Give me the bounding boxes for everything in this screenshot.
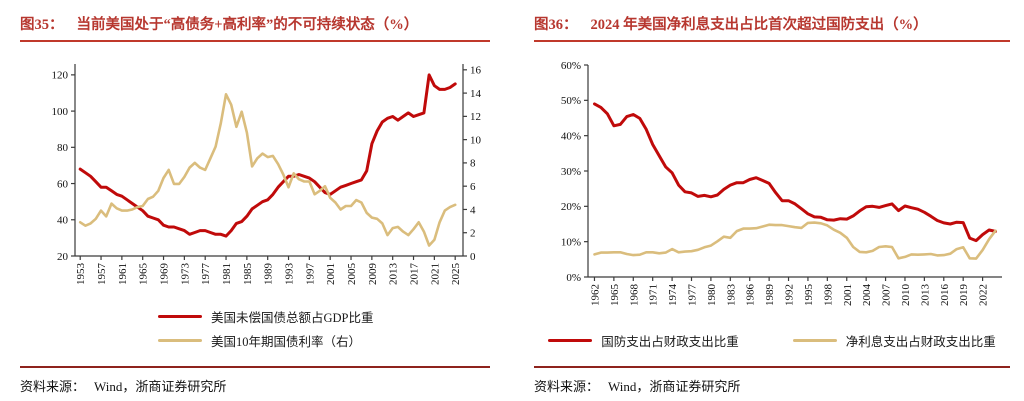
tan-line-swatch	[792, 339, 837, 342]
x-tick-label: 2022	[978, 284, 990, 306]
x-tick-label: 1980	[706, 284, 718, 307]
figure-35-source-row: 资料来源： Wind，浙商证券研究所	[20, 366, 490, 395]
red-line-swatch	[548, 339, 593, 342]
y-right-tick-label: 10	[470, 134, 482, 146]
x-tick-label: 1997	[304, 263, 316, 286]
figure-36-title: 图36： 2024 年美国净利息支出占比首次超过国防支出（%）	[534, 14, 1010, 42]
y-right-tick-label: 14	[470, 88, 482, 100]
x-tick-label: 2017	[409, 263, 421, 286]
x-tick-label: 2016	[939, 284, 951, 307]
x-tick-label: 2025	[450, 263, 462, 286]
figure-35-number: 图35：	[20, 17, 64, 33]
source-text: Wind，浙商证券研究所	[94, 379, 227, 394]
x-tick-label: 2004	[861, 284, 873, 307]
x-tick-label: 2013	[388, 263, 400, 286]
legend-item-10y-rate: 美国10年期国债利率（右）	[158, 330, 374, 351]
x-tick-label: 1974	[667, 284, 679, 307]
legend-item-net-interest: 净利息支出占财政支出比重	[792, 330, 996, 351]
y-left-tick-label: 0%	[566, 272, 581, 284]
x-tick-label: 1983	[725, 284, 737, 307]
red-line-swatch	[158, 315, 202, 318]
y-left-tick-label: 30%	[561, 166, 581, 178]
legend-item-defense: 国防支出占财政支出比重	[548, 330, 739, 351]
y-right-tick-label: 8	[470, 158, 476, 170]
x-tick-label: 1965	[609, 284, 621, 307]
tan-line-swatch	[158, 339, 202, 342]
legend-item-debt-gdp: 美国未偿国债总额占GDP比重	[158, 306, 374, 327]
x-tick-label: 1992	[784, 284, 796, 306]
x-tick-label: 1998	[822, 284, 834, 307]
x-tick-label: 1977	[687, 284, 699, 307]
figure-35-title-text: 当前美国处于“高债务+高利率”的不可持续状态（%）	[76, 17, 419, 33]
x-tick-label: 1995	[803, 284, 815, 307]
y-left-tick-label: 60	[57, 178, 69, 190]
x-tick-label: 1973	[179, 263, 191, 286]
figure-36-title-text: 2024 年美国净利息支出占比首次超过国防支出（%）	[590, 17, 928, 33]
y-right-tick-label: 12	[470, 111, 481, 123]
x-tick-label: 1961	[117, 263, 129, 285]
series-line-1	[593, 221, 997, 260]
legend-label-net-interest: 净利息支出占财政支出比重	[845, 335, 996, 349]
x-tick-label: 1986	[745, 284, 757, 307]
legend-label-defense: 国防支出占财政支出比重	[601, 335, 739, 349]
x-tick-label: 1977	[200, 263, 212, 286]
y-left-tick-label: 100	[52, 106, 69, 118]
y-left-tick-label: 60%	[561, 60, 581, 72]
figure-35-title: 图35： 当前美国处于“高债务+高利率”的不可持续状态（%）	[20, 14, 490, 42]
source-text: Wind，浙商证券研究所	[608, 379, 741, 394]
y-right-tick-label: 4	[470, 204, 476, 216]
x-tick-label: 1981	[221, 263, 233, 285]
x-tick-label: 2001	[325, 263, 337, 285]
x-tick-label: 1969	[159, 263, 171, 286]
figure-36-legend: 国防支出占财政支出比重 净利息支出占财政支出比重	[534, 330, 1010, 351]
y-right-tick-label: 2	[470, 228, 476, 240]
y-left-tick-label: 40	[57, 215, 69, 227]
series-line-0	[78, 73, 457, 238]
y-left-tick-label: 50%	[561, 95, 581, 107]
legend-label-10y-rate: 美国10年期国债利率（右）	[211, 335, 362, 349]
x-tick-label: 2001	[842, 284, 854, 306]
x-tick-label: 2019	[958, 284, 970, 307]
y-left-tick-label: 20%	[561, 201, 581, 213]
debt-and-rate-line-chart: 20 40 60 80 100 120 0 2 4 6 8 10 12 14 16 1953 1957 1961 1…	[52, 64, 482, 286]
series-line-1	[78, 92, 457, 247]
y-left-tick-label: 20	[57, 251, 69, 263]
y-left-tick-label: 80	[57, 142, 69, 154]
x-tick-label: 2009	[367, 263, 379, 286]
x-tick-label: 1993	[284, 263, 296, 286]
y-left-tick-label: 10%	[561, 236, 581, 248]
x-tick-label: 2010	[900, 284, 912, 307]
y-left-tick-label: 120	[52, 70, 69, 82]
y-right-tick-label: 16	[470, 65, 482, 77]
x-tick-label: 1971	[648, 284, 660, 306]
y-right-tick-label: 6	[470, 181, 476, 193]
x-tick-label: 2021	[429, 263, 441, 285]
x-tick-label: 1989	[263, 263, 275, 286]
figure-35-legend: 美国未偿国债总额占GDP比重 美国10年期国债利率（右）	[158, 306, 374, 351]
y-right-tick-label: 0	[470, 251, 476, 263]
x-tick-label: 1989	[764, 284, 776, 307]
legend-label-debt-gdp: 美国未偿国债总额占GDP比重	[211, 311, 374, 325]
x-tick-label: 2005	[346, 263, 358, 286]
figure-36-number: 图36：	[534, 17, 578, 33]
x-tick-label: 2007	[881, 284, 893, 307]
x-tick-label: 1968	[628, 284, 640, 307]
source-label: 资料来源：	[20, 379, 86, 394]
x-tick-label: 1953	[75, 263, 87, 286]
x-tick-label: 1962	[589, 284, 601, 306]
x-tick-label: 2013	[919, 284, 931, 307]
y-left-tick-label: 40%	[561, 130, 581, 142]
figure-36-panel: 图36： 2024 年美国净利息支出占比首次超过国防支出（%） 0% 10% 20% 3…	[534, 12, 1010, 397]
figure-35-panel: 图35： 当前美国处于“高债务+高利率”的不可持续状态（%） 20 40 60 80 10…	[20, 12, 490, 397]
x-tick-label: 1985	[242, 263, 254, 286]
source-label: 资料来源：	[534, 379, 600, 394]
figure-36-source-row: 资料来源： Wind，浙商证券研究所	[534, 366, 1010, 395]
x-tick-label: 1965	[138, 263, 150, 286]
series-line-0	[593, 102, 997, 243]
x-tick-label: 1957	[96, 263, 108, 286]
defense-vs-interest-line-chart: 0% 10% 20% 30% 40% 50% 60% 1962 1965 1968 1971 1974…	[561, 60, 1002, 307]
